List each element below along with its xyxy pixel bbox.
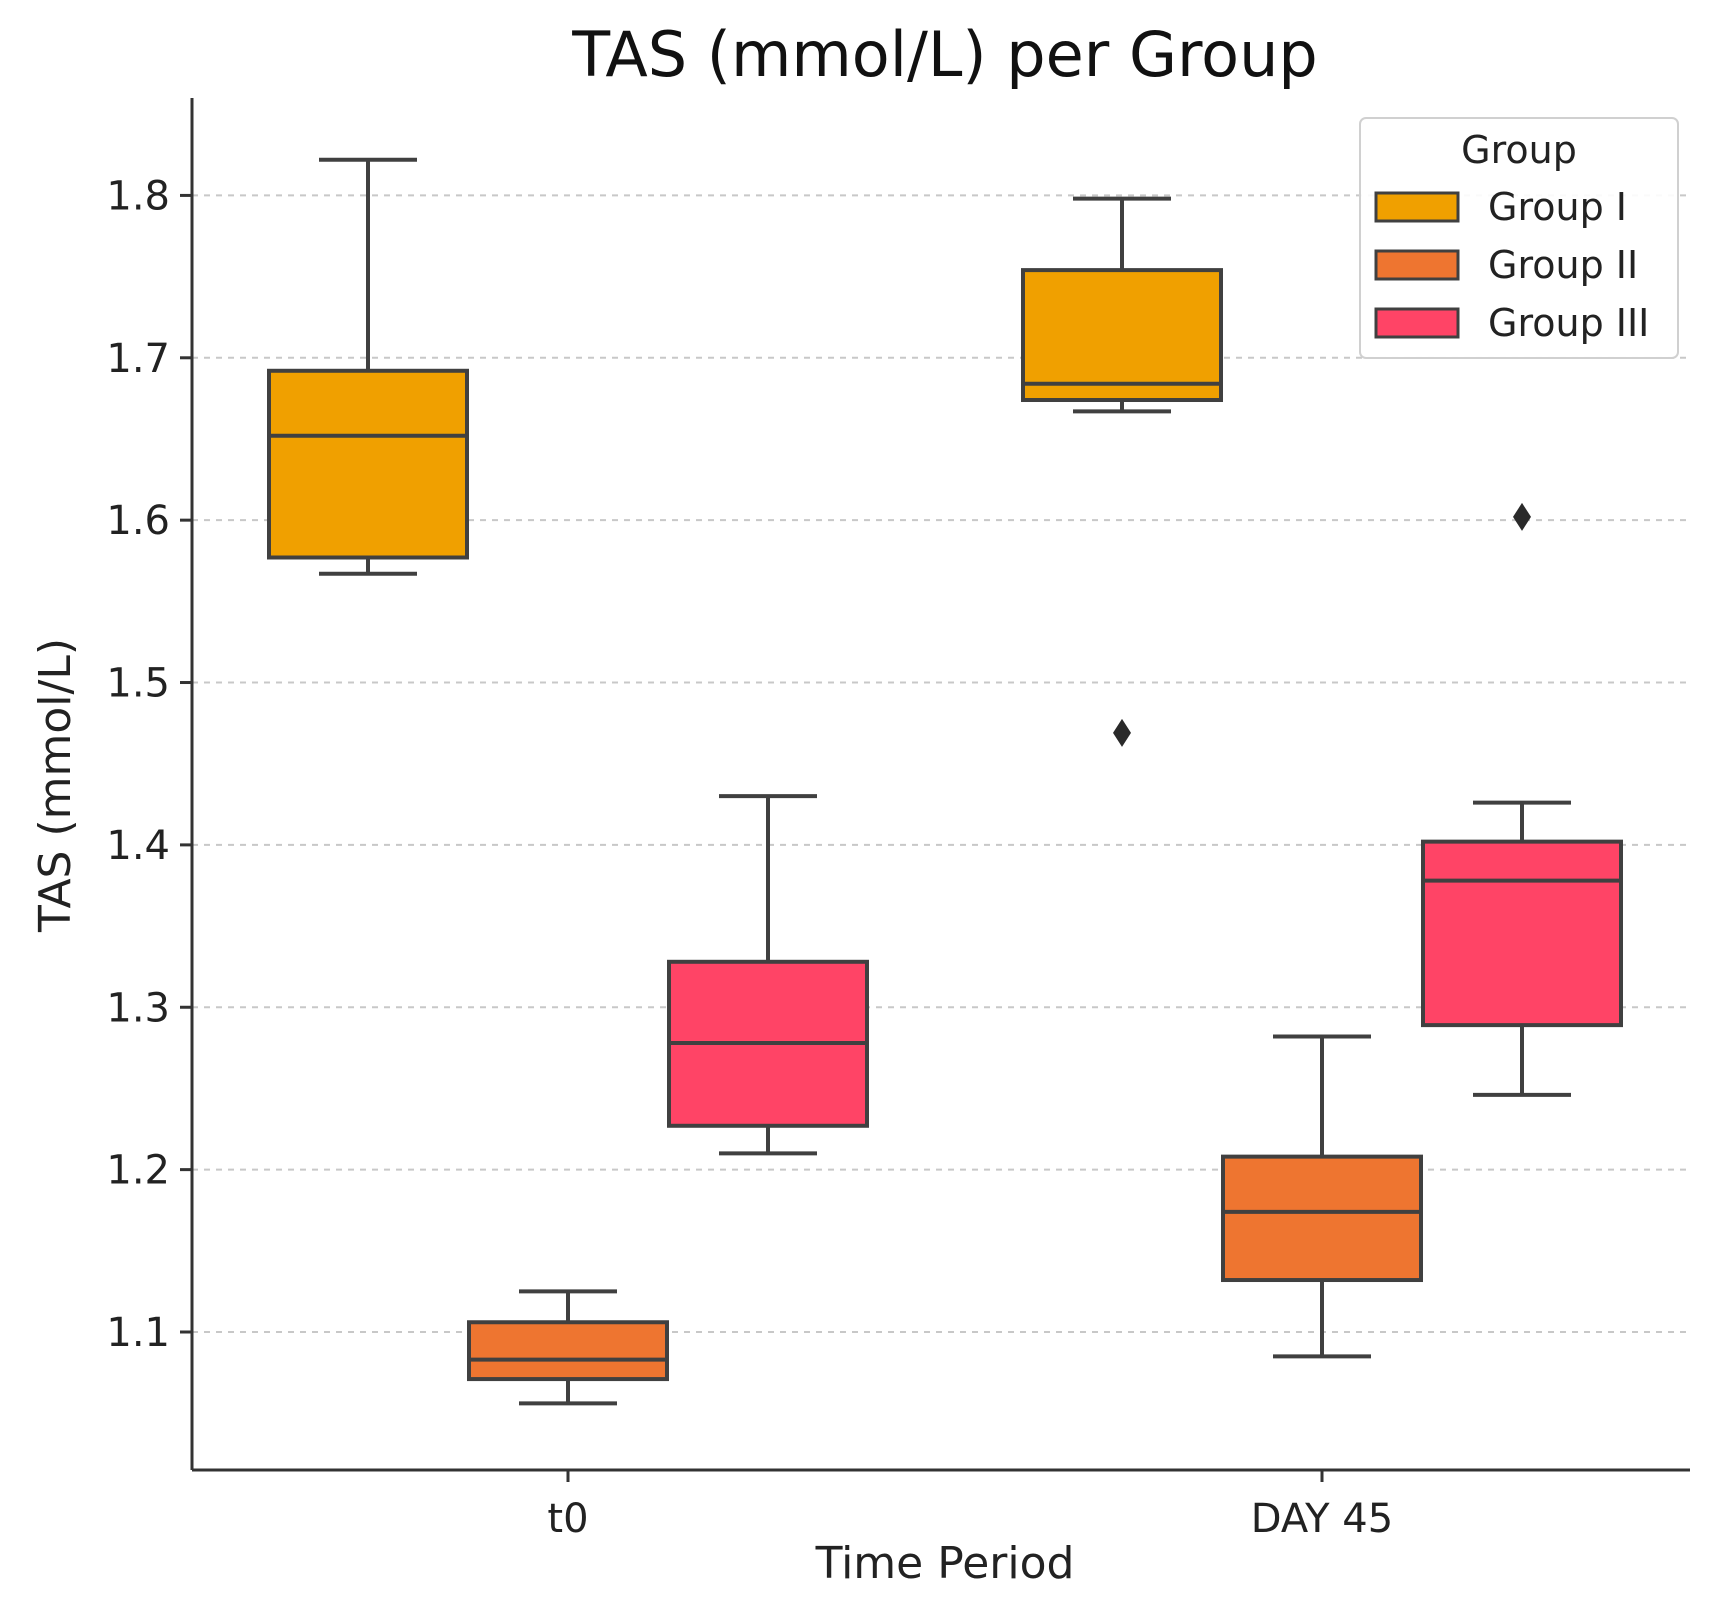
y-tick-label: 1.1 <box>106 1310 170 1356</box>
legend-title: Group <box>1461 128 1577 172</box>
legend-item-group-ii: Group II <box>1374 243 1638 287</box>
legend-label: Group II <box>1488 243 1638 287</box>
y-tick-label: 1.7 <box>106 336 170 382</box>
y-tick-label: 1.4 <box>106 823 170 869</box>
box-day-45 <box>1021 196 1223 747</box>
legend-swatch <box>1374 191 1460 223</box>
legend-swatch <box>1374 249 1460 281</box>
gridlines <box>192 194 1690 1333</box>
legend: Group Group I Group II Group III <box>1359 117 1679 359</box>
series-group-ii <box>467 1034 1423 1406</box>
legend-swatch <box>1374 307 1460 339</box>
y-axis-ticks: 1.1 1.2 1.3 1.4 1.5 1.6 1.7 1.8 <box>106 173 192 1356</box>
box-day-45 <box>1221 1034 1423 1359</box>
y-tick-label: 1.8 <box>106 173 170 219</box>
legend-item-group-iii: Group III <box>1374 301 1649 345</box>
legend-label: Group I <box>1488 185 1627 229</box>
box-t0 <box>267 157 469 576</box>
x-tick-label: DAY 45 <box>1251 1496 1393 1542</box>
x-axis-label: Time Period <box>815 1538 1075 1589</box>
y-tick-label: 1.2 <box>106 1148 170 1194</box>
legend-frame <box>1359 117 1679 359</box>
iqr-box <box>1221 1154 1423 1283</box>
iqr-box <box>467 1320 669 1382</box>
x-tick-label: t0 <box>547 1496 588 1542</box>
legend-label: Group III <box>1488 301 1649 345</box>
series-group-i <box>267 157 1223 747</box>
iqr-box <box>1421 839 1623 1028</box>
y-tick-label: 1.6 <box>106 498 170 544</box>
outlier-point <box>1113 718 1131 747</box>
y-tick-label: 1.3 <box>106 985 170 1031</box>
outlier-point <box>1513 502 1531 531</box>
legend-items: Group I Group II Group III <box>1374 185 1649 345</box>
box-groups <box>267 157 1623 1406</box>
iqr-box <box>267 368 469 560</box>
series-group-iii <box>667 502 1623 1156</box>
y-axis-label: TAS (mmol/L) <box>30 638 81 933</box>
chart-title: TAS (mmol/L) per Group <box>571 18 1317 91</box>
iqr-box <box>1021 268 1223 403</box>
box-t0 <box>467 1289 669 1406</box>
x-axis-ticks: t0 DAY 45 <box>547 1470 1393 1542</box>
y-tick-label: 1.5 <box>106 661 170 707</box>
legend-item-group-i: Group I <box>1374 185 1627 229</box>
box-day-45 <box>1421 502 1623 1097</box>
box-t0 <box>667 794 869 1156</box>
